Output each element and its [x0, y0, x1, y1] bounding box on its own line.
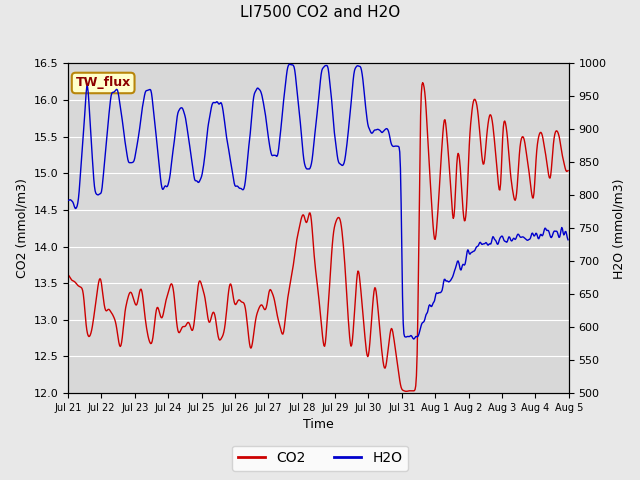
- Y-axis label: CO2 (mmol/m3): CO2 (mmol/m3): [15, 179, 28, 278]
- Legend: CO2, H2O: CO2, H2O: [232, 445, 408, 471]
- X-axis label: Time: Time: [303, 419, 333, 432]
- Text: TW_flux: TW_flux: [76, 76, 131, 89]
- Y-axis label: H2O (mmol/m3): H2O (mmol/m3): [612, 178, 625, 278]
- Text: LI7500 CO2 and H2O: LI7500 CO2 and H2O: [240, 5, 400, 20]
